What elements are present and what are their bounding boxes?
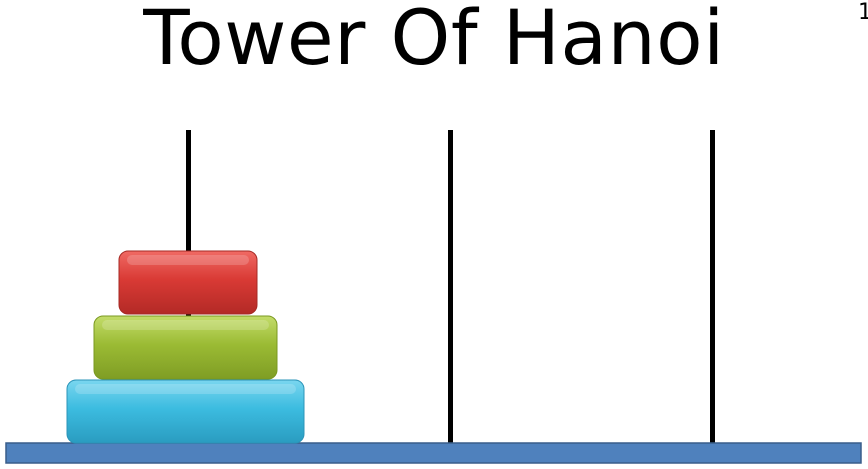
slide-number: 1 [858, 2, 868, 24]
disk-medium[interactable] [93, 315, 278, 380]
rod-3[interactable] [710, 130, 715, 446]
disk-large-highlight [75, 384, 296, 394]
base-platform [5, 442, 862, 464]
disk-medium-highlight [102, 320, 269, 330]
page-title: Tower Of Hanoi [143, 0, 725, 82]
disk-small[interactable] [118, 250, 258, 315]
disk-small-highlight [127, 255, 249, 265]
disk-large[interactable] [66, 379, 305, 444]
rod-2[interactable] [448, 130, 453, 446]
